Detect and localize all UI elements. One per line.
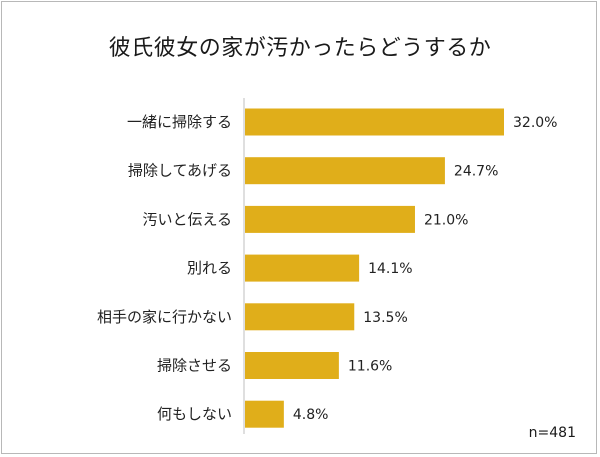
data-label: 4.8% <box>293 407 329 423</box>
bar <box>245 108 504 136</box>
data-label: 21.0% <box>424 212 468 228</box>
bar <box>245 400 284 428</box>
data-label: 13.5% <box>363 310 407 326</box>
category-label: 掃除させる <box>157 357 232 375</box>
category-label: 掃除してあげる <box>128 162 232 180</box>
bar <box>245 205 415 233</box>
bar <box>245 303 355 331</box>
data-label: 11.6% <box>348 359 392 375</box>
chart-title: 彼氏彼女の家が汚かったらどうするか <box>108 36 492 61</box>
data-label: 32.0% <box>513 115 557 131</box>
category-label: 相手の家に行かない <box>97 308 232 326</box>
bar <box>245 352 339 379</box>
data-label: 14.1% <box>368 261 412 277</box>
category-label: 汚いと伝える <box>142 210 232 228</box>
bar <box>245 254 360 282</box>
category-label: 別れる <box>187 259 232 277</box>
category-label: 何もしない <box>157 405 232 423</box>
category-label: 一緒に掃除する <box>127 113 232 131</box>
bar <box>245 157 445 185</box>
sample-size-note: n=481 <box>528 425 576 441</box>
data-label: 24.7% <box>454 164 498 180</box>
